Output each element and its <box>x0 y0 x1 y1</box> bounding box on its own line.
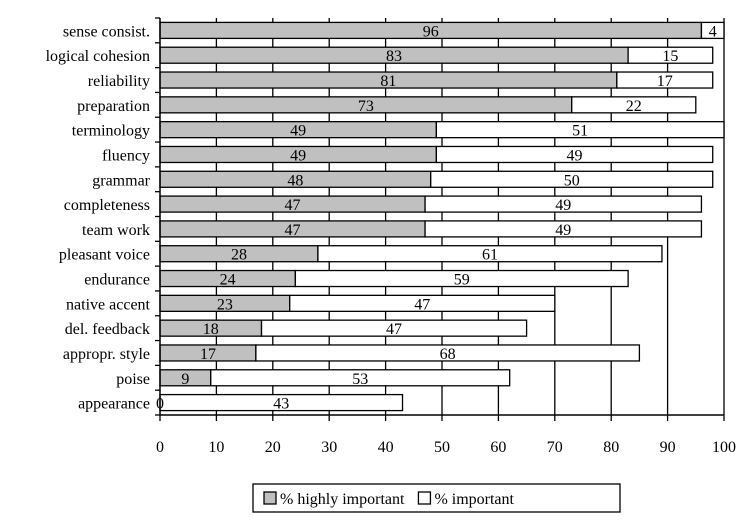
bar-important <box>430 170 714 188</box>
category-label: team work <box>82 222 150 239</box>
x-tick-label: 30 <box>321 439 337 456</box>
legend: % highly important % important <box>252 483 621 513</box>
category-label: sense consist. <box>63 23 150 40</box>
category-label: endurance <box>84 272 150 289</box>
data-label-important: 17 <box>657 73 673 90</box>
legend-label-important: % important <box>434 491 514 508</box>
data-label-important: 15 <box>662 48 678 65</box>
category-label: appropr. style <box>63 346 150 363</box>
x-tick-label: 90 <box>660 439 676 456</box>
category-label: appearance <box>78 396 150 413</box>
category-label: poise <box>116 371 150 388</box>
x-tick-label: 0 <box>156 439 164 456</box>
data-label-highly-important: 24 <box>220 272 236 289</box>
category-label: logical cohesion <box>46 48 150 65</box>
bar-important <box>627 46 714 64</box>
data-label-important: 53 <box>352 371 368 388</box>
data-label-important: 59 <box>454 272 470 289</box>
x-tick-label: 100 <box>712 439 736 456</box>
legend-swatch-highly-important <box>263 491 277 505</box>
data-label-highly-important: 47 <box>285 222 301 239</box>
bar-important <box>571 96 697 114</box>
category-labels: sense consist. logical cohesion reliabilit… <box>46 23 151 412</box>
category-label: native accent <box>66 296 151 313</box>
data-label-highly-important: 47 <box>285 197 301 214</box>
x-tick-label: 20 <box>265 439 281 456</box>
data-label-highly-important: 83 <box>386 48 402 65</box>
bar-important <box>700 21 725 40</box>
data-label-important: 47 <box>414 296 430 313</box>
x-tick-label: 50 <box>434 439 450 456</box>
category-label: completeness <box>64 197 150 214</box>
data-label-highly-important: 96 <box>423 23 439 40</box>
data-label-important: 47 <box>386 321 402 338</box>
x-tick-label: 70 <box>547 439 563 456</box>
data-label-highly-important: 0 <box>156 396 164 413</box>
data-label-important: 49 <box>555 222 571 239</box>
x-tick-labels: 0 10 20 30 40 50 60 70 80 90 100 <box>156 439 736 456</box>
bar-important <box>435 121 725 139</box>
bar-important <box>294 269 629 288</box>
bar-important <box>289 294 556 312</box>
category-label: grammar <box>92 172 150 189</box>
data-label-important: 61 <box>482 247 498 264</box>
category-label: reliability <box>88 73 150 90</box>
category-label: del. feedback <box>65 321 150 338</box>
bar-important <box>424 220 703 238</box>
category-label: fluency <box>102 147 150 164</box>
x-tick-label: 80 <box>603 439 619 456</box>
data-label-important: 4 <box>709 23 717 40</box>
data-label-highly-important: 73 <box>358 98 374 115</box>
category-label: pleasant voice <box>59 247 150 264</box>
data-label-highly-important: 49 <box>290 123 306 140</box>
data-label-important: 49 <box>567 147 583 164</box>
bars <box>159 21 725 412</box>
data-label-important: 50 <box>564 172 580 189</box>
x-tick-label: 10 <box>208 439 224 456</box>
legend-swatch-important <box>417 491 432 505</box>
bar-important <box>255 344 641 362</box>
category-label: terminology <box>72 123 150 140</box>
data-label-highly-important: 9 <box>181 371 189 388</box>
x-tick-label: 40 <box>378 439 394 456</box>
bar-important <box>435 145 714 164</box>
legend-box <box>252 483 621 513</box>
data-label-important: 49 <box>555 197 571 214</box>
data-label-important: 22 <box>626 98 642 115</box>
data-label-highly-important: 17 <box>200 346 216 363</box>
legend-label-highly-important: % highly important <box>280 491 405 508</box>
data-label-important: 51 <box>572 123 588 140</box>
data-label-highly-important: 28 <box>231 247 247 264</box>
bar-important <box>317 245 663 263</box>
data-label-important: 68 <box>440 346 456 363</box>
bar-important <box>424 195 703 213</box>
data-label-highly-important: 81 <box>380 73 396 90</box>
data-label-highly-important: 23 <box>217 296 233 313</box>
data-label-highly-important: 18 <box>203 321 219 338</box>
data-label-highly-important: 49 <box>290 147 306 164</box>
data-labels: 96 4 83 15 81 17 73 22 49 51 49 49 48 50 47 49 47 49 28 61 2… <box>156 23 717 412</box>
bar-important <box>210 369 511 387</box>
category-label: preparation <box>77 98 150 115</box>
x-tick-label: 60 <box>490 439 506 456</box>
bar-important <box>260 319 528 337</box>
bar-important <box>616 71 714 89</box>
data-label-highly-important: 48 <box>287 172 303 189</box>
axes <box>155 17 725 421</box>
data-label-important: 43 <box>273 396 289 413</box>
